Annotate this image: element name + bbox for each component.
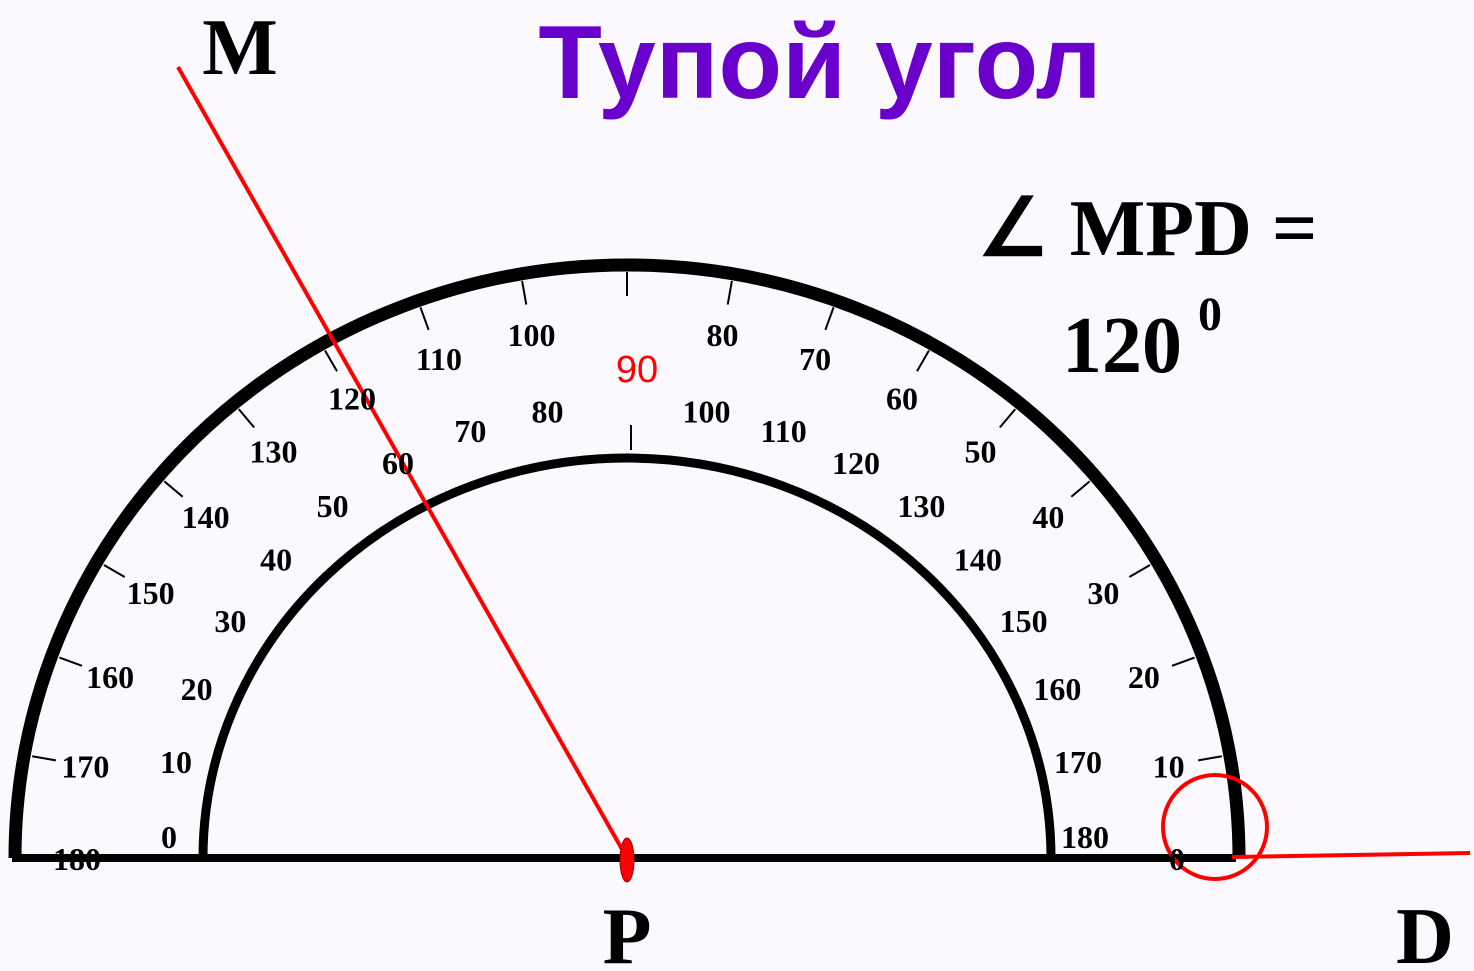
inner-scale-label: 20 <box>181 671 213 707</box>
outer-tick <box>1070 480 1091 498</box>
point-p: P <box>603 893 652 971</box>
inner-scale-label: 140 <box>954 541 1002 577</box>
point-m: M <box>202 4 278 92</box>
inner-scale-label: 100 <box>683 394 731 430</box>
inner-scale-label: 180 <box>1061 819 1109 855</box>
outer-scale-label: 160 <box>86 659 134 695</box>
highlight-circle <box>1161 773 1269 881</box>
inner-scale-label: 160 <box>1033 671 1081 707</box>
outer-scale-label: 130 <box>249 433 297 469</box>
outer-tick <box>163 480 184 498</box>
outer-scale-label: 120 <box>328 380 376 416</box>
inner-arc <box>198 453 1056 859</box>
inner-scale-label: 60 <box>382 445 414 481</box>
inner-scale-label: 170 <box>1054 744 1102 780</box>
angle-value: 120 <box>1062 302 1182 390</box>
outer-arc <box>8 258 1246 859</box>
inner-scale-label: 150 <box>1000 603 1048 639</box>
inner-scale-label: 80 <box>531 394 563 430</box>
inner-scale-label: 120 <box>832 445 880 481</box>
middle-label: 90 <box>616 349 658 391</box>
outer-tick <box>103 564 126 578</box>
outer-scale-label: 10 <box>1153 749 1185 785</box>
protractor: 90 <box>8 66 1471 883</box>
outer-scale-label: 60 <box>886 380 918 416</box>
outer-tick <box>521 280 528 305</box>
vertex <box>619 837 635 883</box>
outer-scale-label: 140 <box>182 499 230 535</box>
outer-scale-label: 20 <box>1128 659 1160 695</box>
outer-scale-label: 0 <box>1169 841 1185 877</box>
inner-scale-label: 10 <box>160 744 192 780</box>
outer-tick <box>1128 564 1151 578</box>
outer-tick <box>1198 755 1222 762</box>
ray-pm <box>176 66 629 859</box>
inner-scale-label: 70 <box>454 413 486 449</box>
outer-scale-label: 80 <box>707 317 739 353</box>
outer-tick <box>32 755 56 762</box>
angle-unit: 0 <box>1198 288 1222 341</box>
outer-scale-label: 170 <box>61 749 109 785</box>
inner-scale-label: 0 <box>161 819 177 855</box>
outer-tick <box>237 408 255 429</box>
inner-scale-label: 30 <box>214 603 246 639</box>
point-d: D <box>1396 893 1454 971</box>
outer-tick <box>419 306 430 331</box>
outer-scale-label: 70 <box>799 341 831 377</box>
angle-name: ∠ MPD = <box>978 185 1317 273</box>
outer-tick <box>324 350 338 372</box>
outer-tick <box>1171 656 1195 667</box>
outer-tick <box>726 280 733 305</box>
ray-pd <box>1231 851 1471 859</box>
inner-scale-label: 40 <box>260 541 292 577</box>
outer-tick <box>59 656 83 667</box>
outer-tick <box>999 408 1017 429</box>
outer-scale-label: 180 <box>53 841 101 877</box>
outer-scale-label: 100 <box>507 317 555 353</box>
outer-scale-label: 50 <box>965 433 997 469</box>
outer-tick <box>824 306 835 331</box>
title: Тупой угол <box>538 5 1101 121</box>
outer-scale-label: 40 <box>1032 499 1064 535</box>
outer-scale-label: 110 <box>416 341 462 377</box>
inner-scale-label: 130 <box>897 488 945 524</box>
outer-scale-label: 150 <box>127 575 175 611</box>
outer-tick <box>916 350 930 372</box>
outer-scale-label: 30 <box>1087 575 1119 611</box>
inner-scale-label: 50 <box>317 488 349 524</box>
inner-scale-label: 110 <box>761 413 807 449</box>
